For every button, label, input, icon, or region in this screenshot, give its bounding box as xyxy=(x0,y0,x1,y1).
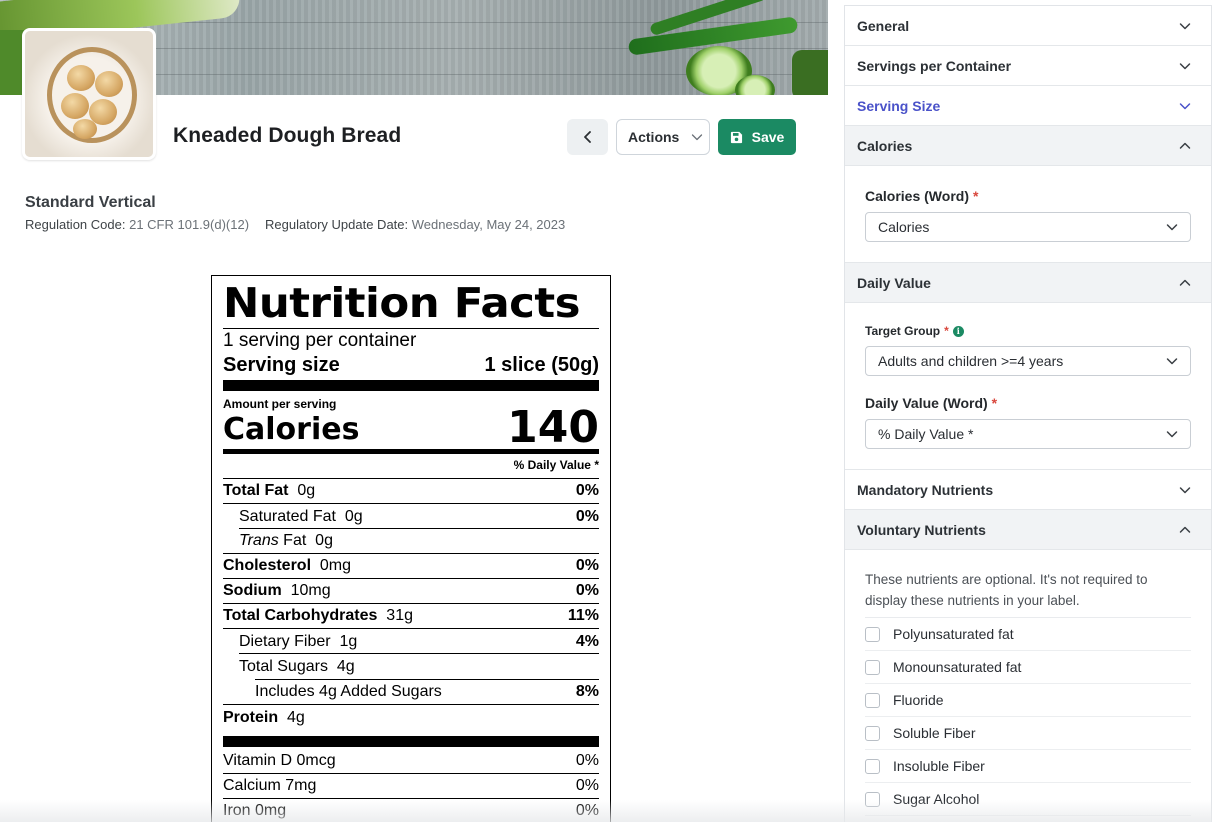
section-daily-value[interactable]: Daily Value xyxy=(845,263,1211,303)
checkbox-row-monounsaturated-fat[interactable]: Monounsaturated fat xyxy=(865,651,1191,684)
regulation-meta: Regulation Code: 21 CFR 101.9(d)(12) Reg… xyxy=(25,217,565,232)
save-label: Save xyxy=(751,129,785,145)
target-group-label: Target Group * i xyxy=(865,324,1191,338)
section-servings-per-container[interactable]: Servings per Container xyxy=(845,46,1211,86)
daily-value-word-label: Daily Value (Word) * xyxy=(865,395,998,411)
chevron-up-icon xyxy=(1179,279,1191,286)
settings-panel: General Servings per Container Serving S… xyxy=(844,5,1212,822)
section-serving-size[interactable]: Serving Size xyxy=(845,86,1211,126)
nutrient-row-added-sugars: Includes 4g Added Sugars 8% xyxy=(223,679,599,704)
chevron-down-icon xyxy=(1179,62,1191,69)
checkbox[interactable] xyxy=(865,692,880,708)
section-general[interactable]: General xyxy=(845,6,1211,46)
regulatory-update-date: Regulatory Update Date: Wednesday, May 2… xyxy=(265,217,566,232)
section-calories[interactable]: Calories xyxy=(845,126,1211,166)
product-title: Kneaded Dough Bread xyxy=(173,124,402,147)
checkbox[interactable] xyxy=(865,626,880,642)
actions-dropdown-button[interactable]: Actions xyxy=(616,119,710,155)
nutrient-row-total-fat: Total Fat 0g 0% xyxy=(223,479,599,504)
nutrient-row-trans-fat: Trans Fat 0g xyxy=(223,529,599,554)
checkbox[interactable] xyxy=(865,758,880,774)
checkbox[interactable] xyxy=(865,791,880,807)
checkbox[interactable] xyxy=(865,659,880,675)
daily-value-section-body: Target Group * i Adults and children >=4 … xyxy=(845,303,1211,470)
checkbox-row-sugar-alcohol[interactable]: Sugar Alcohol xyxy=(865,783,1191,816)
chevron-left-icon xyxy=(583,131,591,143)
label-format-title: Standard Vertical xyxy=(25,194,156,211)
nutrition-facts-title: Nutrition Facts xyxy=(223,279,580,327)
chevron-down-icon xyxy=(1179,102,1191,109)
nutrition-facts-label: Nutrition Facts 1 serving per container … xyxy=(211,275,611,822)
vitamin-row-calcium: Calcium 7mg 0% xyxy=(223,774,599,799)
nutrient-row-sodium: Sodium 10mg 0% xyxy=(223,579,599,604)
servings-per-container-text: 1 serving per container xyxy=(223,330,417,351)
nutrient-row-total-sugars: Total Sugars 4g xyxy=(239,657,355,675)
chevron-down-icon xyxy=(692,134,703,141)
vitamin-row-vitamin-d: Vitamin D 0mcg 0% xyxy=(223,749,599,774)
label-editor-main: Kneaded Dough Bread Actions Save Standar… xyxy=(0,0,828,822)
checkbox-row-fluoride[interactable]: Fluoride xyxy=(865,684,1191,717)
chevron-up-icon xyxy=(1179,526,1191,533)
info-icon[interactable]: i xyxy=(952,325,964,337)
checkbox-row-soluble-fiber[interactable]: Soluble Fiber xyxy=(865,717,1191,750)
back-button[interactable] xyxy=(567,119,608,155)
calories-word-select[interactable]: Calories xyxy=(865,212,1191,242)
nutrient-row-dietary-fiber: Dietary Fiber 1g 4% xyxy=(223,629,599,654)
chevron-down-icon xyxy=(1166,224,1178,231)
chevron-down-icon xyxy=(1179,22,1191,29)
section-mandatory-nutrients[interactable]: Mandatory Nutrients xyxy=(845,470,1211,510)
nutrient-row-protein: Protein 4g xyxy=(223,708,305,726)
daily-value-header: % Daily Value * xyxy=(513,458,599,472)
save-button[interactable]: Save xyxy=(718,119,796,155)
target-group-select[interactable]: Adults and children >=4 years xyxy=(865,346,1191,376)
regulation-code: Regulation Code: 21 CFR 101.9(d)(12) xyxy=(25,217,250,232)
daily-value-word-select[interactable]: % Daily Value * xyxy=(865,419,1191,449)
chevron-up-icon xyxy=(1179,142,1191,149)
nutrient-row-saturated-fat: Saturated Fat 0g 0% xyxy=(223,504,599,529)
checkbox-row-polyunsaturated-fat[interactable]: Polyunsaturated fat xyxy=(865,618,1191,651)
serving-size-row: Serving size 1 slice (50g) xyxy=(223,354,599,376)
vitamin-row-iron: Iron 0mg 0% xyxy=(223,799,599,822)
calories-word-label: Calories (Word) * xyxy=(865,188,979,204)
chevron-down-icon xyxy=(1166,358,1178,365)
nutrient-row-cholesterol: Cholesterol 0mg 0% xyxy=(223,554,599,579)
checkbox-row-insoluble-fiber[interactable]: Insoluble Fiber xyxy=(865,750,1191,783)
nutrient-row-total-carbohydrates: Total Carbohydrates 31g 11% xyxy=(223,604,599,629)
amount-per-serving: Amount per serving xyxy=(223,397,337,411)
section-voluntary-nutrients[interactable]: Voluntary Nutrients xyxy=(845,510,1211,550)
calories-section-body: Calories (Word) * Calories xyxy=(845,166,1211,263)
voluntary-nutrients-note: These nutrients are optional. It's not r… xyxy=(865,569,1191,618)
actions-label: Actions xyxy=(628,129,680,145)
chevron-down-icon xyxy=(1166,431,1178,438)
chevron-down-icon xyxy=(1179,486,1191,493)
calories-row: Calories 140 xyxy=(223,402,599,453)
product-thumbnail xyxy=(22,28,156,160)
voluntary-nutrients-body: These nutrients are optional. It's not r… xyxy=(845,550,1211,822)
checkbox[interactable] xyxy=(865,725,880,741)
floppy-disk-icon xyxy=(730,131,742,143)
calories-value: 140 xyxy=(507,402,599,453)
